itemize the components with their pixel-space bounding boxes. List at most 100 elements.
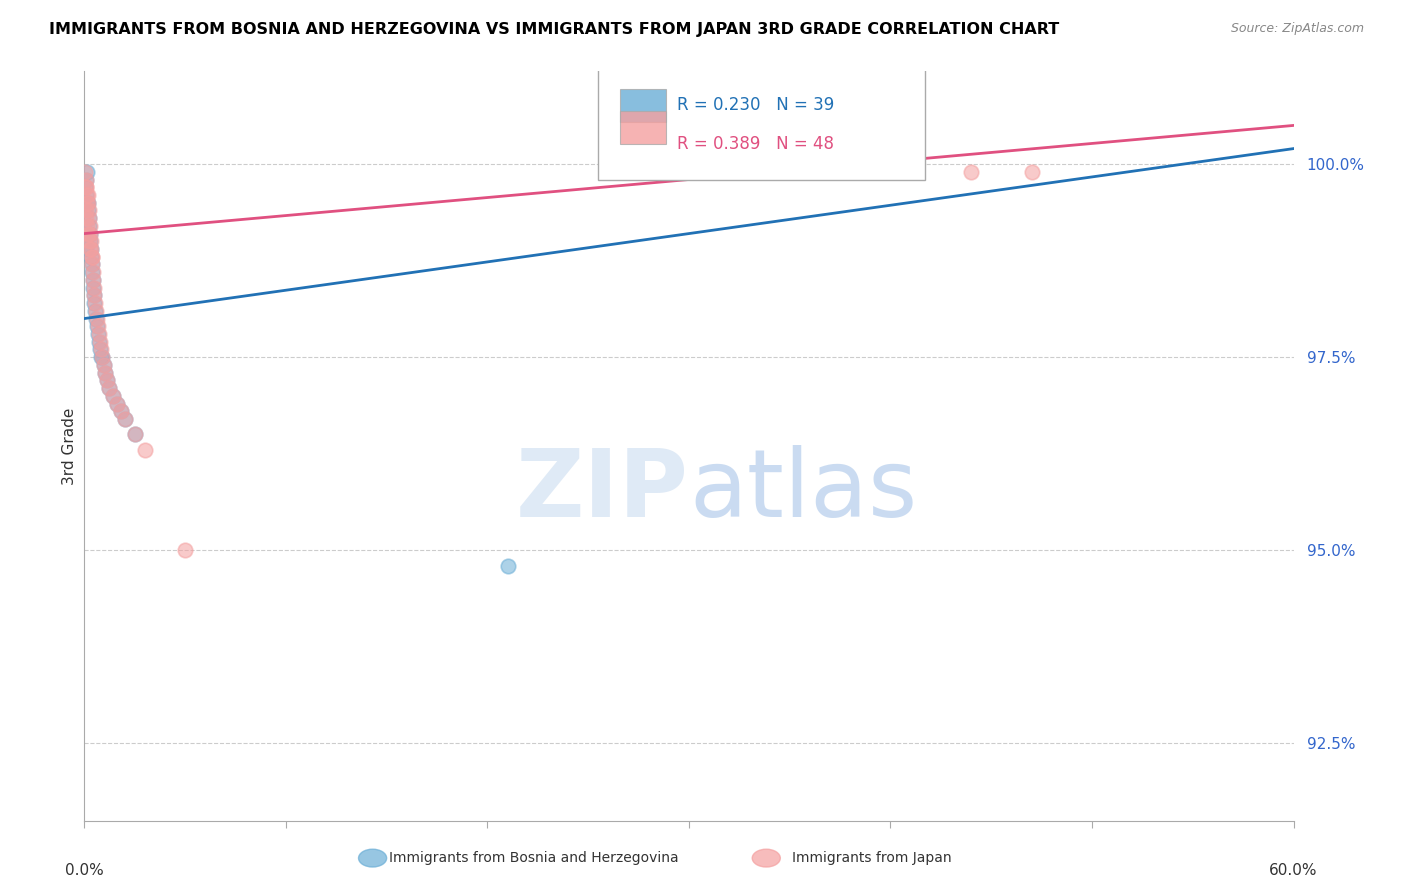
Point — [82, 257, 104, 271]
Point — [89, 326, 111, 341]
Point — [174, 543, 197, 558]
Point — [83, 288, 105, 302]
Point — [80, 250, 103, 264]
Point — [80, 250, 103, 264]
Point — [96, 373, 118, 387]
Point — [86, 311, 108, 326]
Point — [84, 303, 107, 318]
Point — [110, 404, 132, 418]
Point — [75, 242, 97, 256]
Point — [76, 165, 98, 179]
Point — [93, 366, 115, 380]
Point — [86, 311, 108, 326]
Point — [75, 172, 97, 186]
Point — [77, 211, 100, 226]
Point — [80, 235, 103, 249]
Point — [91, 350, 114, 364]
Text: IMMIGRANTS FROM BOSNIA AND HERZEGOVINA VS IMMIGRANTS FROM JAPAN 3RD GRADE CORREL: IMMIGRANTS FROM BOSNIA AND HERZEGOVINA V… — [49, 22, 1060, 37]
Text: Source: ZipAtlas.com: Source: ZipAtlas.com — [1230, 22, 1364, 36]
Point — [75, 180, 97, 194]
Point — [80, 250, 103, 264]
Point — [1021, 165, 1043, 179]
Point — [86, 303, 108, 318]
Point — [110, 404, 132, 418]
Point — [76, 227, 98, 241]
Y-axis label: 3rd Grade: 3rd Grade — [62, 408, 77, 484]
Point — [79, 211, 101, 226]
Point — [79, 219, 101, 233]
Point — [101, 389, 124, 403]
Point — [91, 350, 114, 364]
Point — [105, 396, 128, 410]
Text: ZIP: ZIP — [516, 445, 689, 537]
Point — [82, 273, 104, 287]
Point — [82, 265, 104, 279]
Point — [80, 257, 103, 271]
Text: R = 0.389   N = 48: R = 0.389 N = 48 — [676, 135, 834, 153]
FancyBboxPatch shape — [620, 112, 666, 144]
Text: atlas: atlas — [689, 445, 917, 537]
Point — [84, 296, 107, 310]
Point — [75, 227, 97, 241]
Point — [77, 195, 100, 210]
Circle shape — [752, 849, 780, 867]
Point — [83, 280, 105, 294]
Text: 60.0%: 60.0% — [1270, 863, 1317, 878]
Point — [75, 165, 97, 179]
Point — [496, 558, 519, 573]
Point — [93, 358, 115, 372]
Text: Immigrants from Japan: Immigrants from Japan — [792, 851, 952, 865]
Point — [77, 235, 100, 249]
Point — [89, 334, 111, 349]
Point — [114, 412, 136, 426]
Point — [82, 273, 104, 287]
Point — [75, 180, 97, 194]
Point — [79, 227, 101, 241]
Text: R = 0.230   N = 39: R = 0.230 N = 39 — [676, 96, 834, 114]
Point — [93, 358, 115, 372]
Point — [87, 326, 110, 341]
Point — [87, 319, 110, 334]
Point — [79, 219, 101, 233]
Point — [124, 427, 146, 442]
Point — [83, 288, 105, 302]
Point — [77, 188, 100, 202]
Point — [82, 265, 104, 279]
Point — [79, 227, 101, 241]
Point — [76, 219, 98, 233]
Point — [80, 242, 103, 256]
Point — [96, 373, 118, 387]
Point — [90, 350, 112, 364]
Circle shape — [359, 849, 387, 867]
Point — [76, 195, 98, 210]
Point — [83, 296, 105, 310]
Point — [75, 188, 97, 202]
FancyBboxPatch shape — [599, 68, 925, 180]
Point — [97, 381, 120, 395]
Point — [105, 396, 128, 410]
Point — [82, 280, 104, 294]
Point — [86, 319, 108, 334]
Point — [89, 334, 111, 349]
Point — [101, 389, 124, 403]
Point — [76, 195, 98, 210]
Point — [77, 203, 100, 218]
Point — [134, 442, 156, 457]
Text: 0.0%: 0.0% — [65, 863, 104, 878]
Point — [79, 242, 101, 256]
FancyBboxPatch shape — [620, 88, 666, 121]
Point — [90, 343, 112, 357]
Point — [75, 172, 97, 186]
Point — [77, 203, 100, 218]
Point — [93, 366, 115, 380]
Point — [960, 165, 983, 179]
Point — [76, 188, 98, 202]
Point — [77, 195, 100, 210]
Point — [75, 180, 97, 194]
Point — [97, 381, 120, 395]
Point — [80, 242, 103, 256]
Point — [89, 343, 111, 357]
Point — [79, 235, 101, 249]
Point — [114, 412, 136, 426]
Point — [75, 203, 97, 218]
